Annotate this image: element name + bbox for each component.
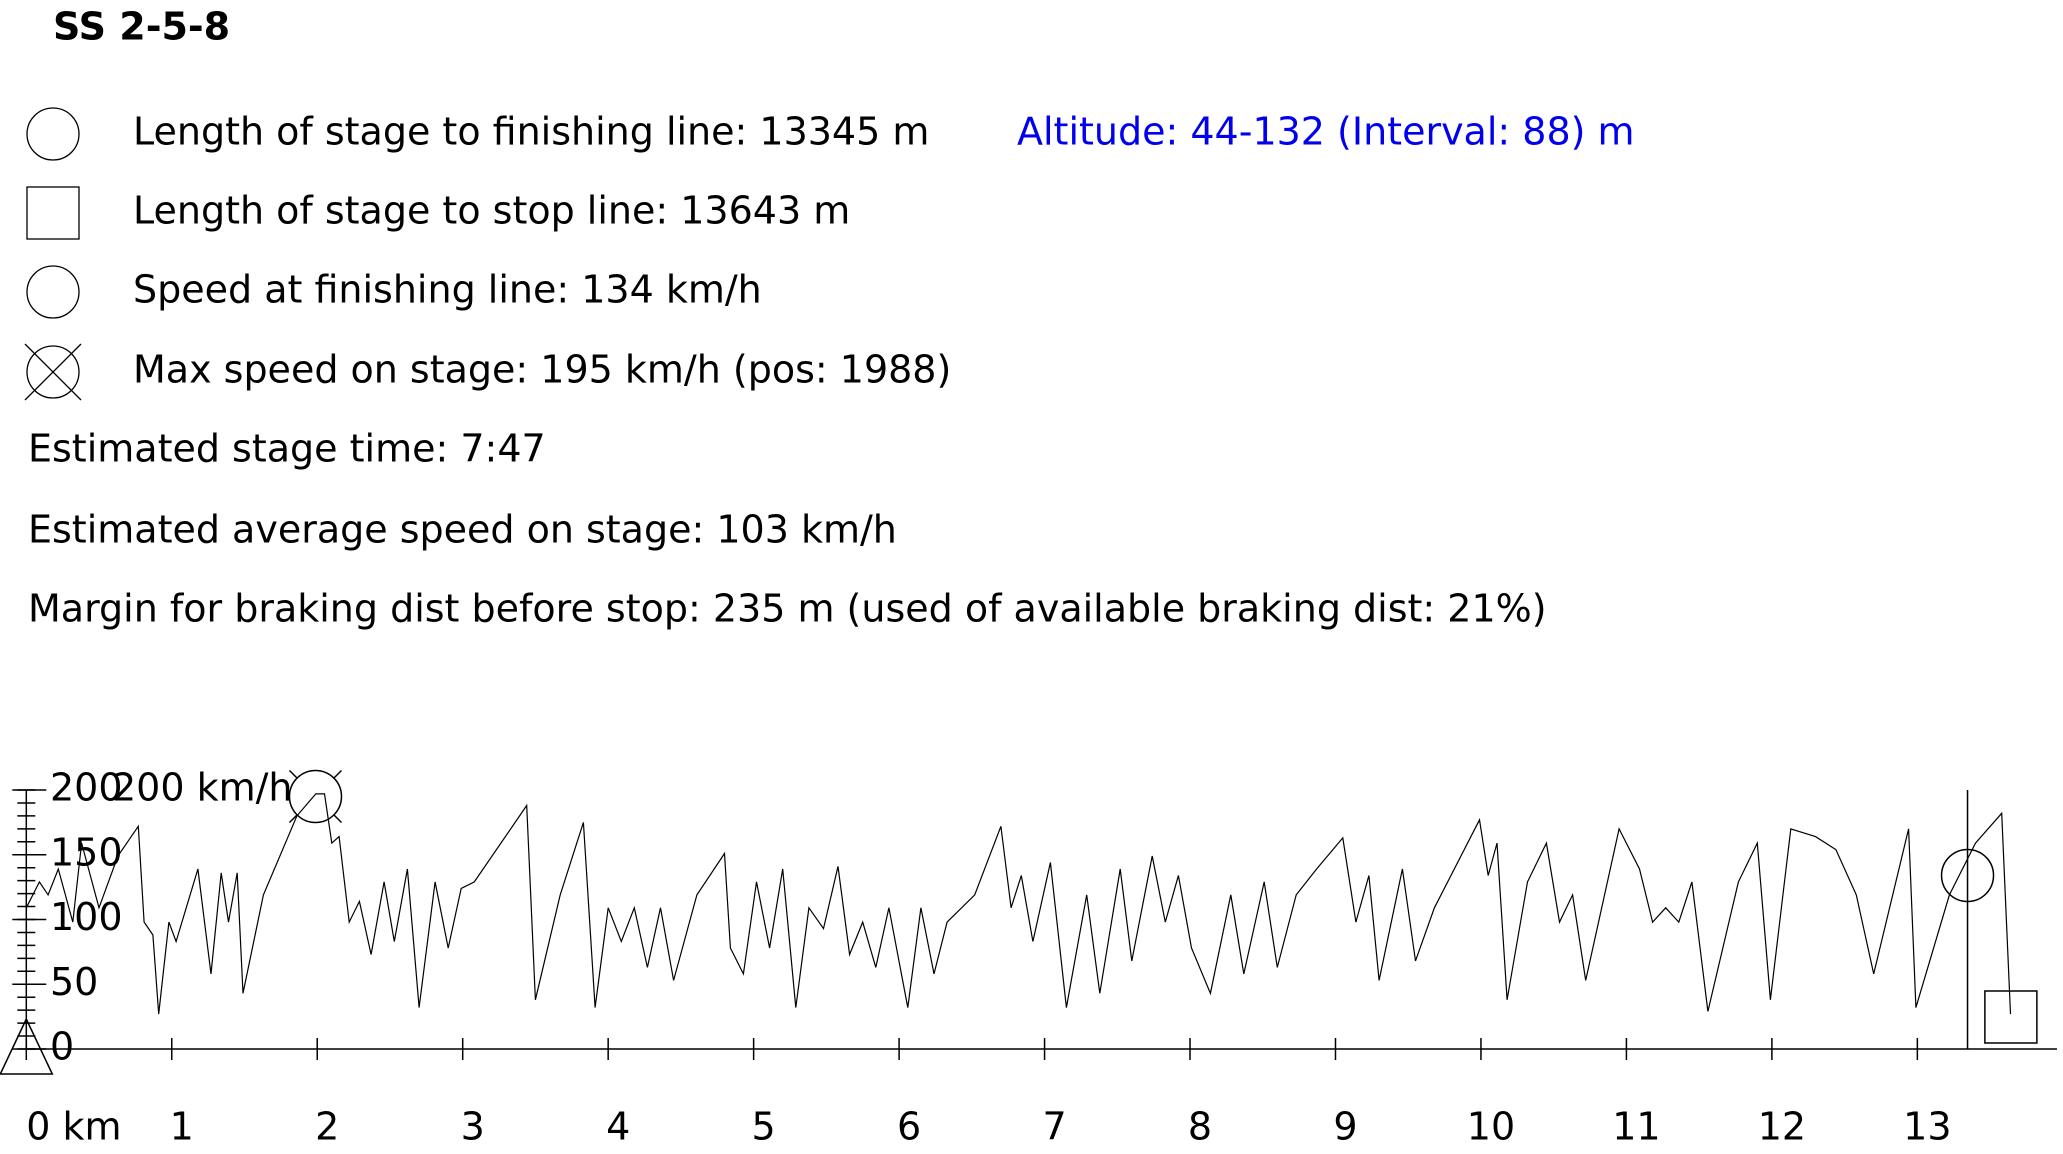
title: SS 2-5-8	[53, 5, 230, 49]
info-line: Speed at finishing line: 134 km/h	[133, 268, 762, 312]
start-marker	[0, 1017, 54, 1075]
speed-line	[25, 793, 2012, 1015]
x-tick-label: 0 km	[26, 1105, 121, 1149]
x-tick-label: 6	[897, 1105, 921, 1149]
x-tick-label: 3	[461, 1105, 485, 1149]
speed-icon	[26, 265, 80, 319]
info-line: Length of stage to stop line: 13643 m	[133, 189, 850, 233]
x-tick-label: 11	[1612, 1105, 1660, 1149]
max-marker	[288, 769, 343, 824]
x-tick-label: 9	[1333, 1105, 1357, 1149]
max-icon	[24, 343, 82, 401]
info-line: Estimated average speed on stage: 103 km…	[28, 508, 897, 552]
x-tick-label: 7	[1042, 1105, 1066, 1149]
info-line: Length of stage to finishing line: 13345…	[133, 110, 929, 154]
x-tick-label: 5	[752, 1105, 776, 1149]
y-tick-label: 50	[50, 960, 98, 1004]
x-tick-label: 10	[1467, 1105, 1515, 1149]
info-line: Margin for braking dist before stop: 235…	[28, 587, 1547, 631]
x-tick-label: 13	[1903, 1105, 1951, 1149]
x-tick-label: 1	[170, 1105, 194, 1149]
stop-icon	[26, 186, 80, 240]
altitude-info: Altitude: 44-132 (Interval: 88) m	[1017, 110, 1635, 154]
y-unit-label: 200 km/h	[112, 766, 293, 810]
x-tick-label: 2	[315, 1105, 339, 1149]
finish-icon	[26, 107, 80, 161]
max-marker-cross	[288, 769, 343, 824]
info-line: Max speed on stage: 195 km/h (pos: 1988)	[133, 348, 951, 392]
y-tick-label: 200	[50, 766, 123, 810]
x-tick-label: 4	[606, 1105, 630, 1149]
info-line: Estimated stage time: 7:47	[28, 427, 546, 471]
finish-marker	[1940, 848, 1995, 903]
y-tick-label: 150	[50, 830, 123, 874]
x-tick-label: 12	[1758, 1105, 1806, 1149]
y-tick-label: 0	[50, 1025, 74, 1069]
x-tick-label: 8	[1188, 1105, 1212, 1149]
stop-marker	[1984, 990, 2038, 1044]
y-tick-label: 100	[50, 895, 123, 939]
